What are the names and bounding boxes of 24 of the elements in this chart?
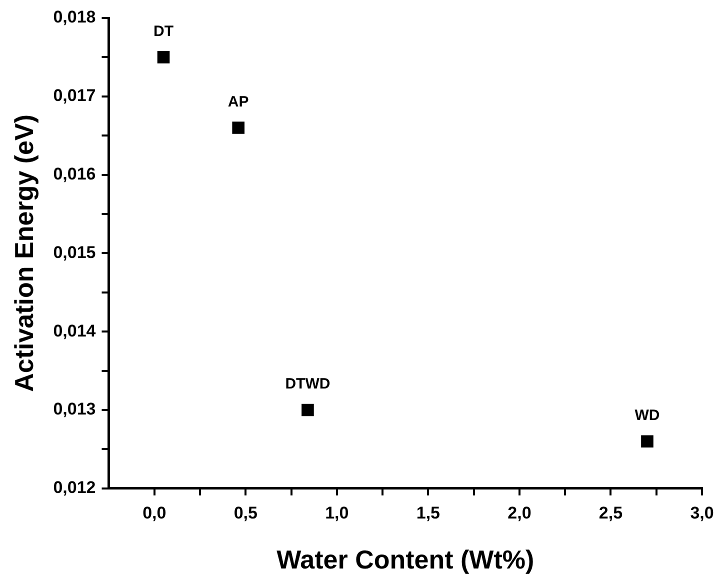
x-tick-label: 0,5	[234, 503, 258, 522]
x-tick-label: 1,5	[416, 503, 440, 522]
x-tick-label: 1,0	[325, 503, 349, 522]
point	[641, 435, 654, 448]
annotation: DTWD	[285, 376, 330, 393]
point	[302, 404, 314, 416]
y-tick-label: 0,014	[53, 321, 96, 340]
x-axis-title: Water Content (Wt%)	[276, 544, 534, 575]
y-tick-label: 0,018	[53, 8, 96, 27]
y-tick-label: 0,013	[53, 400, 96, 419]
annotation: WD	[634, 407, 660, 424]
annotation: AP	[228, 93, 249, 110]
x-tick-label: 0,0	[142, 503, 166, 522]
y-tick-label: 0,015	[53, 242, 96, 262]
point	[157, 51, 170, 64]
point	[232, 122, 245, 134]
y-tick-label: 0,012	[53, 478, 96, 498]
x-tick-label: 3,0	[690, 503, 714, 522]
y-axis-title: Activation Energy (eV)	[8, 114, 39, 392]
annotation: DT	[154, 22, 174, 40]
x-tick-label: 2,5	[598, 503, 623, 522]
y-tick-label: 0,016	[53, 164, 96, 184]
x-tick-label: 2,0	[508, 503, 532, 522]
y-tick-label: 0,017	[53, 86, 96, 106]
